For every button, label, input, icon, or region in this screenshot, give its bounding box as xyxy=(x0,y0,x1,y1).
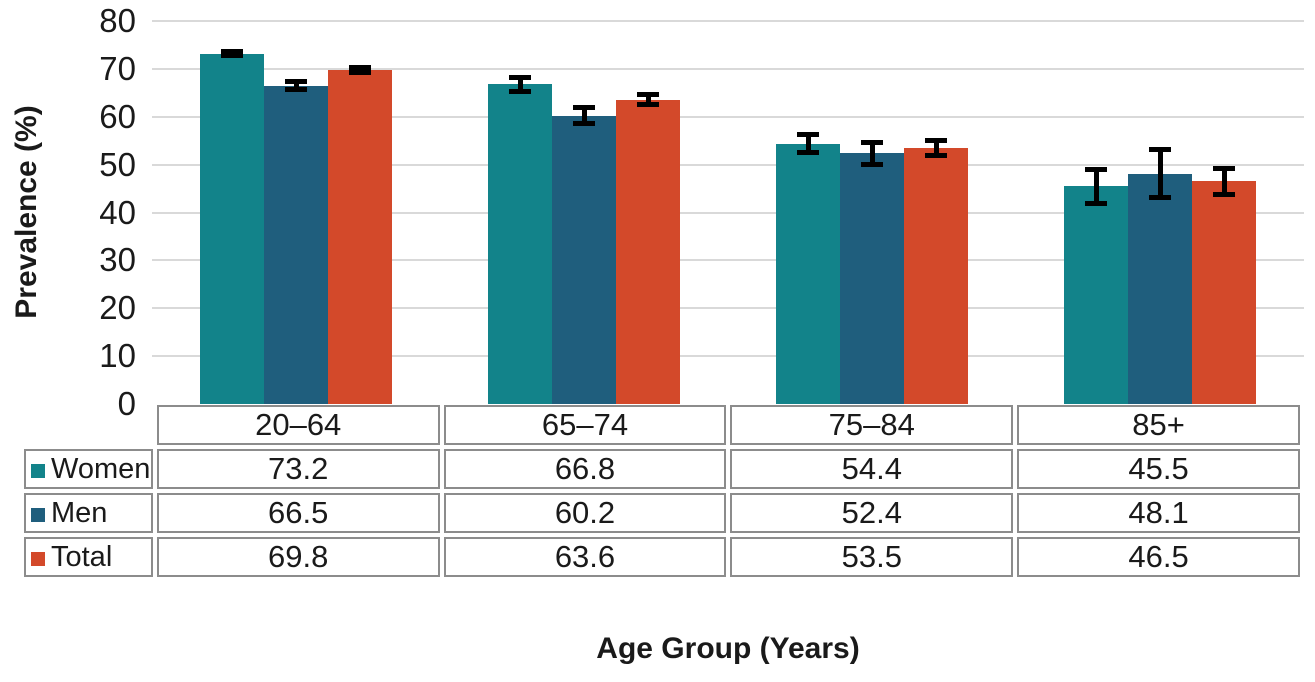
category-header-row: 20–64 65–74 75–84 85+ xyxy=(24,405,1300,445)
error-bar-men-85+ xyxy=(1149,147,1171,201)
error-bar-total-75-84 xyxy=(925,137,947,158)
table-row-total: Total 69.8 63.6 53.5 46.5 xyxy=(24,537,1300,577)
table-cell: 60.2 xyxy=(443,493,727,533)
table-cell: 52.4 xyxy=(730,493,1014,533)
bar-total-75-84 xyxy=(904,147,968,404)
y-tick-label-60: 60 xyxy=(99,97,136,135)
gridline-70 xyxy=(152,67,1304,70)
gridline-50 xyxy=(152,163,1304,166)
table-cell: 48.1 xyxy=(1017,493,1300,533)
legend-swatch-women-icon xyxy=(31,464,45,478)
legend-label: Total xyxy=(51,541,113,573)
error-bar-total-20-64 xyxy=(349,64,371,76)
table-cell: 69.8 xyxy=(156,537,440,577)
bar-women-65-74 xyxy=(488,84,552,404)
y-tick-label-10: 10 xyxy=(99,337,136,375)
table-row-men: Men 66.5 60.2 52.4 48.1 xyxy=(24,493,1300,533)
legend-label: Men xyxy=(51,497,108,529)
y-axis-title: Prevalence (%) xyxy=(10,105,43,319)
category-header: 20–64 xyxy=(156,405,440,445)
legend-item-total: Total xyxy=(24,537,153,577)
bar-total-85+ xyxy=(1192,181,1256,404)
table-row-women: Women 73.2 66.8 54.4 45.5 xyxy=(24,449,1300,489)
bar-women-20-64 xyxy=(200,53,264,404)
y-tick-label-40: 40 xyxy=(99,193,136,231)
gridline-60 xyxy=(152,115,1304,118)
category-header: 65–74 xyxy=(443,405,727,445)
gridline-10 xyxy=(152,355,1304,358)
plot-area: 0 10 20 30 40 50 60 70 80 xyxy=(99,2,1304,422)
error-bar-women-85+ xyxy=(1085,166,1107,206)
table-cell: 66.8 xyxy=(443,449,727,489)
y-tick-label-80: 80 xyxy=(99,2,136,39)
error-bar-women-20-64 xyxy=(221,49,243,58)
bar-men-20-64 xyxy=(264,85,328,404)
error-bar-women-65-74 xyxy=(509,74,531,94)
y-tick-label-30: 30 xyxy=(99,241,136,279)
table-cell: 53.5 xyxy=(730,537,1014,577)
table-cell: 63.6 xyxy=(443,537,727,577)
y-tick-label-0: 0 xyxy=(117,385,136,422)
table-cell: 45.5 xyxy=(1017,449,1300,489)
legend-item-men: Men xyxy=(24,493,153,533)
gridline-40 xyxy=(152,211,1304,214)
legend-swatch-men-icon xyxy=(31,508,45,522)
category-header: 75–84 xyxy=(730,405,1014,445)
category-header: 85+ xyxy=(1017,405,1300,445)
bar-men-85+ xyxy=(1128,173,1192,404)
data-table: 20–64 65–74 75–84 85+ Women 73.2 66.8 54… xyxy=(20,401,1304,581)
bar-men-65-74 xyxy=(552,115,616,404)
error-bar-women-75-84 xyxy=(797,132,819,156)
y-tick-label-70: 70 xyxy=(99,49,136,87)
bar-women-75-84 xyxy=(776,143,840,404)
table-cell: 73.2 xyxy=(156,449,440,489)
table-corner-cell xyxy=(24,405,153,445)
error-bar-total-85+ xyxy=(1213,165,1235,198)
y-tick-label-50: 50 xyxy=(99,145,136,183)
gridline-80 xyxy=(152,20,1304,22)
bar-total-65-74 xyxy=(616,99,680,404)
legend-item-women: Women xyxy=(24,449,153,489)
table-cell: 54.4 xyxy=(730,449,1014,489)
gridline-20 xyxy=(152,307,1304,310)
legend-swatch-total-icon xyxy=(31,552,45,566)
y-tick-label-20: 20 xyxy=(99,289,136,327)
table-cell: 46.5 xyxy=(1017,537,1300,577)
legend-label: Women xyxy=(51,453,151,485)
bar-women-85+ xyxy=(1064,186,1128,404)
table-cell: 66.5 xyxy=(156,493,440,533)
gridline-30 xyxy=(152,259,1304,262)
error-bar-men-75-84 xyxy=(861,139,883,167)
error-bar-total-65-74 xyxy=(637,92,659,107)
x-axis-title: Age Group (Years) xyxy=(596,632,860,665)
error-bar-men-65-74 xyxy=(573,105,595,127)
error-bar-men-20-64 xyxy=(285,78,307,93)
bar-men-75-84 xyxy=(840,153,904,404)
bar-total-20-64 xyxy=(328,69,392,404)
